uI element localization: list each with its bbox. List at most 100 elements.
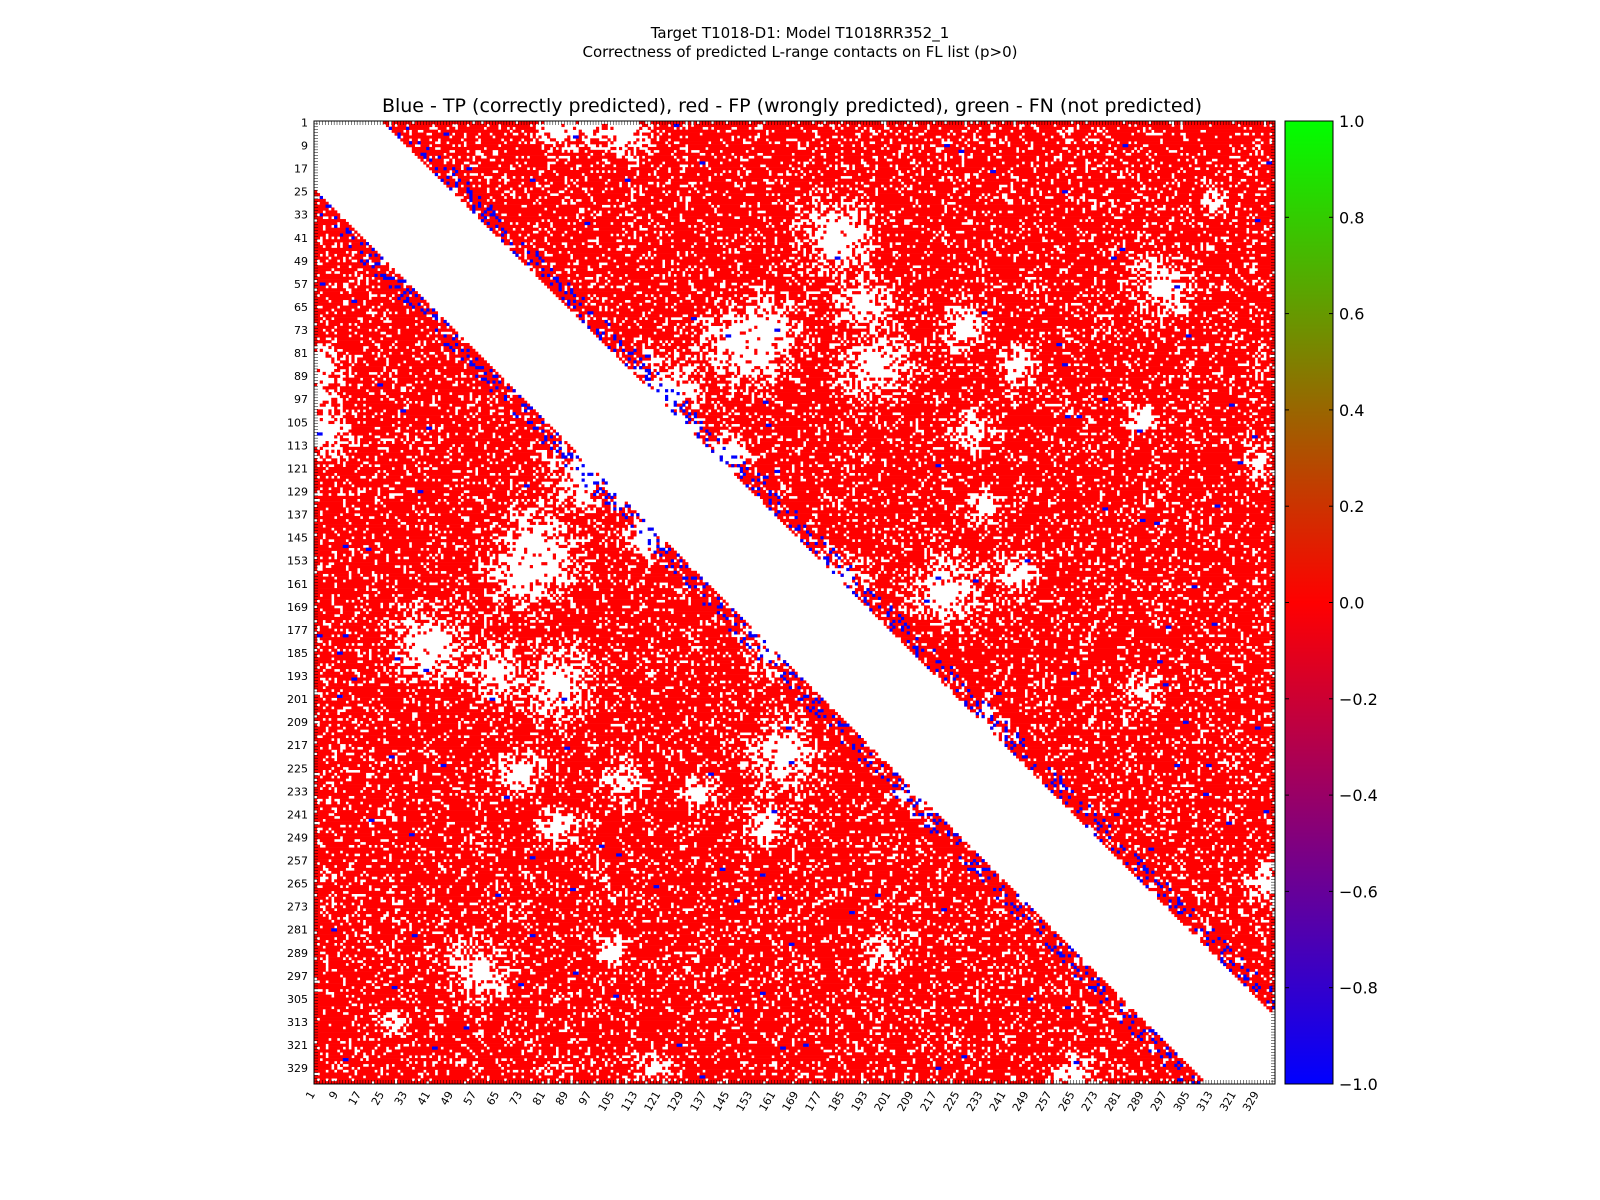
fp-cell-run [1090,216,1115,220]
fp-cell-run [739,216,758,220]
fp-cell-run [869,279,876,283]
fp-cell-run [949,374,959,378]
fp-cell-run [941,167,948,171]
fp-cell-run [1208,394,1238,399]
fp-cell-run [328,383,341,387]
fp-cell-run [923,144,931,148]
fp-cell-run [958,187,1000,191]
fp-cell-run [1082,317,1095,321]
fp-cell-run [734,383,738,387]
fp-cell-run [1134,328,1143,332]
fp-cell-run [1249,227,1264,231]
fp-cell-run [754,380,761,384]
fp-cell-run [912,371,916,376]
fp-cell-run [1142,193,1158,197]
fp-cell-run [397,380,415,384]
fp-cell-run [1010,389,1028,393]
fp-cell-run [518,155,522,159]
fp-cell-run [593,152,603,156]
fp-cell-run [688,377,692,381]
fp-cell-run [1188,138,1198,142]
fp-cell-run [693,328,703,332]
fp-cell-run [1096,244,1115,249]
fp-cell-run [1079,146,1095,151]
fp-cell-run [854,149,873,154]
fp-cell-run [472,178,479,182]
fp-cell-run [993,141,1000,145]
fp-cell-run [457,178,470,182]
fp-cell-run [923,170,945,174]
fp-cell-run [716,302,726,306]
fp-cell-run [656,230,660,234]
fp-cell-run [673,305,695,309]
fp-cell-run [642,236,657,240]
fp-cell-run [964,363,968,367]
fp-cell-run [440,172,447,177]
fp-cell-run [854,201,861,205]
fp-cell-run [849,207,856,211]
fp-cell-run [765,351,769,355]
fp-cell-run [852,247,856,252]
fp-cell-run [561,216,565,220]
fp-cell-run [998,250,1020,254]
fp-cell-run [1197,314,1204,318]
fp-cell-run [1223,198,1256,203]
fp-cell-run [1142,253,1146,257]
fp-cell-run [1231,221,1247,226]
fp-cell-run [1148,302,1152,306]
fp-cell-run [506,195,513,200]
fp-cell-run [351,273,355,277]
fp-cell-run [955,181,968,185]
fp-cell-run [314,236,321,240]
fp-cell-run [921,380,925,384]
fp-cell-run [1240,247,1276,252]
fp-cell-run [1024,348,1040,352]
fp-cell-run [449,354,482,358]
fp-cell-run [955,201,985,205]
fp-cell-run [624,233,634,237]
fp-cell-run [431,144,453,148]
fp-cell-run [993,417,997,422]
fp-cell-run [699,158,729,162]
fp-cell-run [1105,279,1118,283]
fp-cell-run [1116,363,1126,367]
fp-cell-run [408,406,439,410]
fp-cell-run [1228,299,1276,303]
fp-cell-run [831,322,836,327]
fp-cell-run [946,377,1000,381]
fp-cell-run [1243,164,1259,168]
fp-cell-run [734,135,738,139]
fp-cell-run [745,340,749,344]
fp-cell-run [1162,161,1195,165]
fp-cell-run [1211,187,1215,191]
fp-cell-run [722,403,746,407]
fp-cell-run [978,337,982,341]
fp-cell-run [492,383,505,387]
fp-cell-run [1200,233,1210,237]
fp-cell-run [823,256,827,260]
fp-cell-run [1228,230,1247,234]
fp-cell-run [774,296,787,301]
fp-cell-run [385,366,410,370]
fp-cell-run [696,305,703,309]
fp-cell-run [377,371,381,376]
fp-cell-run [1013,129,1037,133]
fp-cell-run [817,190,821,194]
fp-cell-run [981,184,1000,188]
fp-cell-run [1257,351,1261,355]
fp-cell-run [826,121,841,125]
fp-cell-run [1128,268,1132,272]
fp-cell-run [670,371,674,376]
fp-cell-run [872,412,879,416]
fp-cell-run [762,152,792,156]
fp-cell-run [616,317,626,321]
fp-cell-run [1093,187,1109,191]
fp-cell-run [734,374,738,378]
fp-cell-run [972,293,979,298]
fp-cell-run [774,181,781,185]
fp-cell-run [587,175,600,179]
fp-cell-run [1067,172,1106,177]
fp-cell-run [1157,210,1189,214]
fp-cell-run [794,299,804,303]
fp-cell-run [742,374,746,378]
